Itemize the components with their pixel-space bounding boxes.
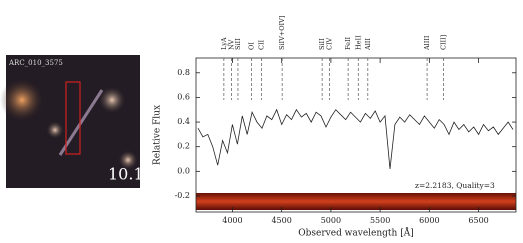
line-label: SiII xyxy=(234,38,242,50)
image-scale: 10.1 xyxy=(108,165,144,184)
line-label: LyA xyxy=(220,37,228,50)
line-label: CIII] xyxy=(439,35,447,50)
line-label: SiII xyxy=(318,38,326,50)
x-tick-label: 5000 xyxy=(321,216,341,225)
line-label: CIV xyxy=(325,37,333,50)
x-tick-label: 6000 xyxy=(419,216,439,225)
y-tick-label: 0.8 xyxy=(177,68,190,77)
y-tick-label: 0.6 xyxy=(177,92,190,101)
plot-frame xyxy=(195,57,517,213)
line-label: CII xyxy=(258,39,266,50)
y-tick-label: -0.2 xyxy=(175,191,190,200)
line-label: FeII xyxy=(344,36,352,50)
x-axis-label: Observed wavelength [Å] xyxy=(298,227,413,239)
annotation: z=2.2183, Quality=3 xyxy=(415,181,495,190)
y-axis-label: Relative Flux xyxy=(153,105,163,165)
line-label: HeII xyxy=(354,35,362,50)
image-label: ARC_010_3575 xyxy=(8,59,63,67)
x-tick-label: 4500 xyxy=(271,216,291,225)
line-label: AlIII xyxy=(423,35,431,51)
y-tick-label: 0.0 xyxy=(177,166,190,175)
thumbnail: ARC_010_3575 10.1 xyxy=(0,55,144,188)
line-label: NV xyxy=(228,39,236,50)
x-tick-label: 4000 xyxy=(222,216,242,225)
line-label: OI xyxy=(248,42,256,50)
y-tick-label: 0.4 xyxy=(177,117,190,126)
2d-spectrum xyxy=(196,193,516,210)
y-tick-label: 0.2 xyxy=(177,142,190,151)
x-tick-label: 6500 xyxy=(468,216,488,225)
line-label: SiIV+OIV] xyxy=(278,16,286,50)
spectrum-line xyxy=(197,108,514,169)
line-label: AlII xyxy=(364,38,372,51)
x-tick-label: 5500 xyxy=(370,216,390,225)
